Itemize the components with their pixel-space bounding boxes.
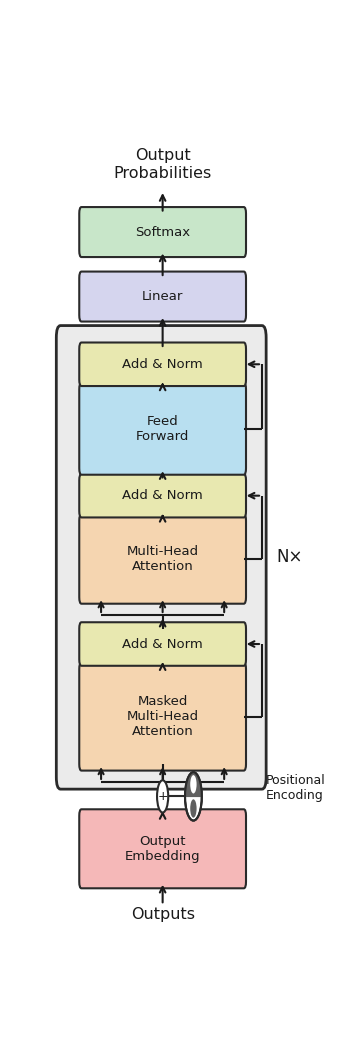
FancyBboxPatch shape xyxy=(79,663,246,771)
Text: Linear: Linear xyxy=(142,290,183,303)
FancyBboxPatch shape xyxy=(56,326,266,789)
Text: Output
Probabilities: Output Probabilities xyxy=(113,149,212,181)
Circle shape xyxy=(190,799,197,818)
FancyBboxPatch shape xyxy=(79,622,246,666)
FancyBboxPatch shape xyxy=(79,514,246,604)
FancyBboxPatch shape xyxy=(79,383,246,474)
Text: Softmax: Softmax xyxy=(135,225,190,239)
Text: Add & Norm: Add & Norm xyxy=(122,358,203,371)
FancyBboxPatch shape xyxy=(79,342,246,386)
FancyBboxPatch shape xyxy=(79,809,246,888)
Text: Feed
Forward: Feed Forward xyxy=(136,415,189,443)
Polygon shape xyxy=(185,773,202,797)
Circle shape xyxy=(190,775,197,794)
Text: Add & Norm: Add & Norm xyxy=(122,489,203,503)
Text: Positional
Encoding: Positional Encoding xyxy=(266,775,326,802)
Text: Add & Norm: Add & Norm xyxy=(122,638,203,650)
Text: Masked
Multi-Head
Attention: Masked Multi-Head Attention xyxy=(127,695,199,738)
Text: N×: N× xyxy=(276,549,302,566)
FancyBboxPatch shape xyxy=(79,207,246,258)
Text: Multi-Head
Attention: Multi-Head Attention xyxy=(127,545,199,573)
FancyBboxPatch shape xyxy=(79,271,246,321)
FancyBboxPatch shape xyxy=(79,474,246,517)
Circle shape xyxy=(157,780,168,812)
Circle shape xyxy=(185,773,202,821)
Text: +: + xyxy=(157,789,168,803)
Text: Outputs: Outputs xyxy=(131,907,195,921)
Text: Output
Embedding: Output Embedding xyxy=(125,834,200,863)
